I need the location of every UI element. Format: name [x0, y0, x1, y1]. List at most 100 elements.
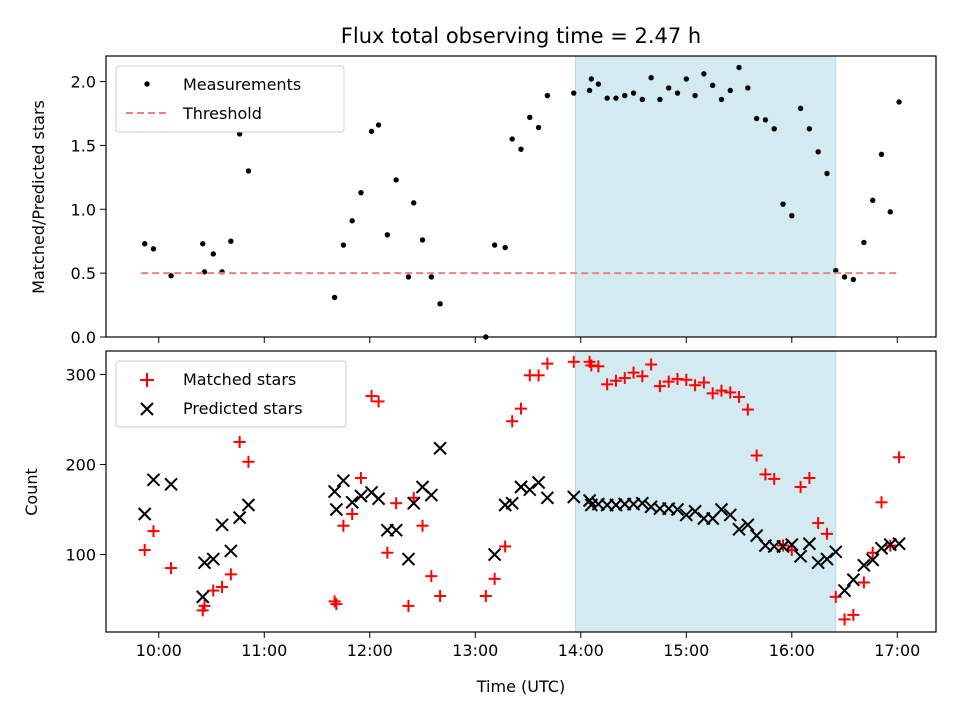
- data-point: [150, 246, 157, 252]
- data-point: [714, 502, 729, 517]
- data-point: [228, 238, 234, 244]
- data-point: [718, 96, 725, 103]
- y-tick-label: 100: [65, 546, 96, 565]
- panel-counts: 10:00 11:00 12:00 13:00 14:00 15:00 16:00 17:00…: [22, 350, 937, 696]
- data-point: [613, 95, 619, 101]
- data-point: [137, 507, 152, 521]
- data-point: [824, 170, 830, 177]
- data-point: [588, 76, 595, 82]
- data-point: [479, 589, 492, 602]
- data-point: [762, 117, 769, 123]
- data-point: [337, 519, 350, 532]
- x-b: [336, 473, 351, 488]
- data-point: [709, 82, 716, 89]
- data-point: [592, 360, 605, 373]
- data-point: [670, 502, 685, 517]
- series-matched-stars: [138, 355, 906, 626]
- data-point: [207, 584, 220, 597]
- legend-ratio: Measurements Threshold: [115, 65, 345, 133]
- data-point: [424, 488, 439, 502]
- data-point: [723, 508, 737, 522]
- data-point: [515, 402, 527, 415]
- data-point: [812, 517, 825, 530]
- x-b: [241, 498, 256, 512]
- data-point: [535, 124, 542, 131]
- data-point: [850, 276, 857, 283]
- data-point: [232, 510, 247, 525]
- x-b: [793, 549, 808, 564]
- data-point: [358, 189, 364, 196]
- x-b: [206, 552, 220, 566]
- data-point: [197, 555, 212, 570]
- data-point: [532, 369, 545, 382]
- x-b: [670, 502, 685, 517]
- data-point: [741, 403, 754, 416]
- data-point: [689, 379, 702, 392]
- panel-ratio-marks: [141, 56, 902, 340]
- data-point: [354, 489, 368, 503]
- x-b: [635, 496, 650, 510]
- data-point: [393, 177, 399, 183]
- data-point: [402, 599, 415, 612]
- data-point: [837, 583, 852, 598]
- data-point: [146, 473, 161, 487]
- data-point: [806, 126, 813, 132]
- data-point: [165, 562, 178, 575]
- x-b: [749, 528, 764, 543]
- data-point: [401, 552, 416, 566]
- data-point: [491, 242, 498, 248]
- data-point: [604, 95, 610, 101]
- data-point: [753, 115, 760, 122]
- data-point: [567, 355, 580, 368]
- data-point: [345, 495, 359, 510]
- data-point: [697, 376, 710, 389]
- data-point: [727, 87, 733, 94]
- data-point: [601, 378, 614, 391]
- data-point: [196, 590, 210, 604]
- data-point: [875, 496, 888, 509]
- data-point: [736, 64, 742, 71]
- data-point: [857, 558, 871, 573]
- data-point: [147, 525, 160, 538]
- data-point: [820, 527, 833, 540]
- data-point: [724, 386, 737, 399]
- data-point: [375, 122, 382, 128]
- x-b: [401, 552, 416, 566]
- x-b: [232, 510, 247, 525]
- data-point: [741, 518, 755, 532]
- x-b: [329, 502, 344, 517]
- data-point: [502, 244, 508, 251]
- x-tick-label: 14:00: [558, 641, 604, 660]
- data-point: [365, 390, 378, 403]
- panel-ratio-axes: 0.0 0.5 1.0 1.5 2.0: [71, 73, 898, 347]
- data-point: [896, 99, 902, 105]
- data-point: [648, 75, 654, 81]
- panel-counts-ylabel: Count: [22, 468, 41, 516]
- chart-title: Flux total observing time = 2.47 h: [341, 24, 701, 48]
- x-tick-label: 15:00: [663, 641, 709, 660]
- x-b: [688, 504, 702, 519]
- x-b: [785, 537, 799, 552]
- data-point: [331, 294, 338, 301]
- data-point: [674, 90, 681, 96]
- x-b: [354, 489, 368, 503]
- legend-counts-box: [115, 360, 347, 428]
- x-b: [327, 484, 342, 499]
- data-point: [715, 384, 728, 397]
- panel-counts-axes: 10:00 11:00 12:00 13:00 14:00 15:00 16:00 17:00…: [65, 365, 920, 660]
- data-point: [841, 274, 848, 280]
- data-point: [405, 274, 412, 280]
- legend-measurements-label: Measurements: [183, 75, 301, 94]
- data-point: [811, 555, 825, 570]
- data-point: [785, 537, 799, 552]
- panel-counts-frame: [105, 350, 937, 633]
- data-point: [390, 497, 403, 510]
- panel-counts-marks: [137, 351, 906, 632]
- data-point: [540, 491, 555, 505]
- data-point: [622, 92, 628, 99]
- data-point: [893, 451, 906, 464]
- data-point: [372, 395, 385, 408]
- x-b: [714, 502, 729, 517]
- data-point: [892, 537, 906, 551]
- data-point: [505, 496, 519, 510]
